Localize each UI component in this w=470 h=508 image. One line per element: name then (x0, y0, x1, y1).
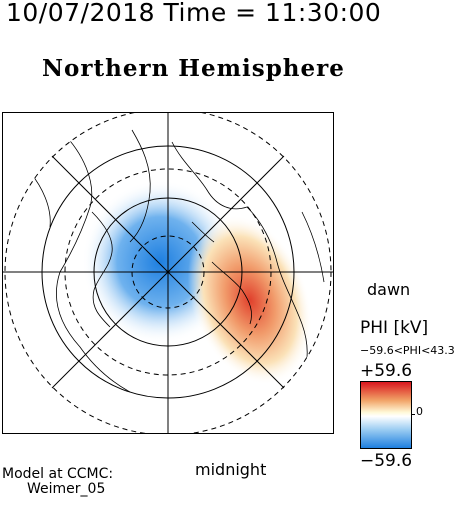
colorbar (360, 381, 412, 449)
dawn-label: dawn (367, 280, 411, 299)
colorbar-range-label: −59.6<PHI<43.3 (360, 344, 455, 357)
colorbar-zero-tick (411, 414, 415, 415)
polar-map-svg (2, 108, 334, 436)
polar-map (2, 108, 334, 436)
model-credit-line1: Model at CCMC: (2, 466, 114, 482)
midnight-label: midnight (195, 460, 267, 479)
colorbar-quantity-label: PHI [kV] (360, 318, 429, 338)
colorbar-max-label: +59.6 (360, 361, 413, 381)
colorbar-zero-label: 0 (416, 405, 423, 418)
model-credit-line2: Weimer_05 (27, 481, 106, 497)
colorbar-min-label: −59.6 (360, 451, 413, 471)
hemisphere-title: Northern Hemisphere (42, 55, 345, 82)
timestamp: 10/07/2018 Time = 11:30:00 (6, 0, 382, 27)
positive-potential-cell (187, 214, 313, 386)
